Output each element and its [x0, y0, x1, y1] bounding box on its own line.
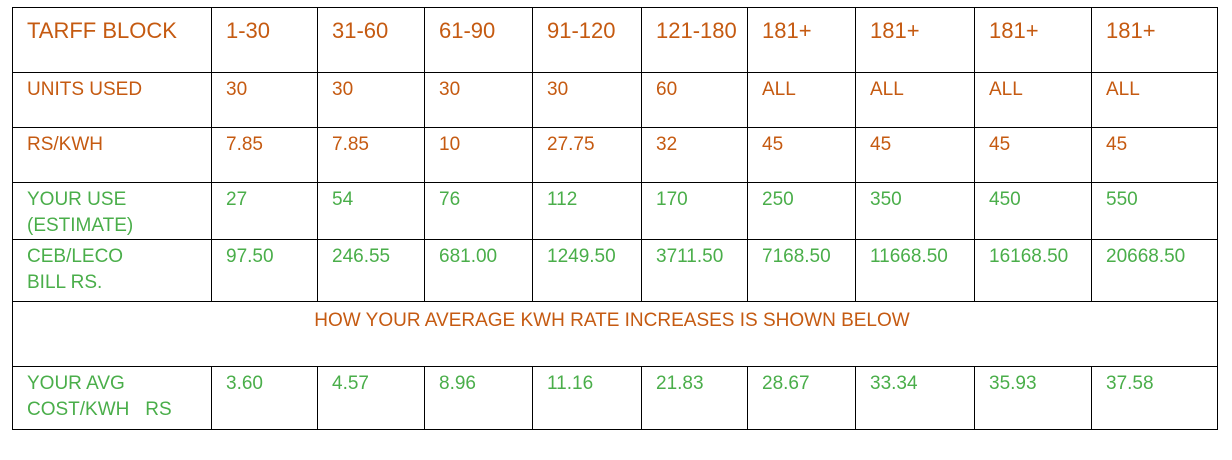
table-cell: ALL	[747, 72, 856, 128]
table-cell: 181+	[1091, 7, 1218, 73]
table-cell: 76	[424, 182, 533, 240]
table-cell: 45	[747, 127, 856, 183]
rs-per-kwh-row: RS/KWH 7.85 7.85 10 27.75 32 45 45 45 45	[12, 127, 1218, 183]
table-cell: 10	[424, 127, 533, 183]
table-cell: 20668.50	[1091, 239, 1218, 302]
table-cell: 32	[641, 127, 748, 183]
table-cell: 7.85	[317, 127, 425, 183]
table-cell: 181+	[974, 7, 1092, 73]
table-cell: ALL	[974, 72, 1092, 128]
units-used-row: UNITS USED 30 30 30 30 60 ALL ALL ALL AL…	[12, 72, 1218, 128]
avg-cost-row: YOUR AVG COST/KWH RS 3.60 4.57 8.96 11.1…	[12, 366, 1218, 430]
table-cell: 1249.50	[532, 239, 642, 302]
table-cell: 45	[1091, 127, 1218, 183]
table-cell: 16168.50	[974, 239, 1092, 302]
table-cell: 181+	[747, 7, 856, 73]
row-label-line: YOUR AVG	[27, 373, 125, 394]
tariff-table: TARFF BLOCK 1-30 31-60 61-90 91-120 121-…	[12, 7, 1218, 430]
table-cell: 30	[317, 72, 425, 128]
table-cell: 250	[747, 182, 856, 240]
table-cell: 11668.50	[855, 239, 975, 302]
table-cell: 30	[532, 72, 642, 128]
table-cell: 681.00	[424, 239, 533, 302]
table-cell: 27.75	[532, 127, 642, 183]
table-cell: 37.58	[1091, 366, 1218, 430]
table-cell: 60	[641, 72, 748, 128]
table-cell: 30	[424, 72, 533, 128]
table-cell: 21.83	[641, 366, 748, 430]
table-cell: 54	[317, 182, 425, 240]
table-cell: 30	[211, 72, 318, 128]
table-cell: ALL	[1091, 72, 1218, 128]
row-label-line: COST/KWH RS	[27, 399, 172, 420]
row-label-line: (ESTIMATE)	[27, 215, 134, 236]
row-label: TARFF BLOCK	[12, 7, 212, 73]
table-cell: 3.60	[211, 366, 318, 430]
table-cell: 550	[1091, 182, 1218, 240]
table-cell: 28.67	[747, 366, 856, 430]
row-label: CEB/LECO BILL RS.	[12, 239, 212, 302]
your-use-row: YOUR USE (ESTIMATE) 27 54 76 112 170 250…	[12, 182, 1218, 240]
row-label: YOUR USE (ESTIMATE)	[12, 182, 212, 240]
bill-row: CEB/LECO BILL RS. 97.50 246.55 681.00 12…	[12, 239, 1218, 302]
table-cell: 45	[974, 127, 1092, 183]
table-cell: 7.85	[211, 127, 318, 183]
table-cell: 45	[855, 127, 975, 183]
table-cell: 246.55	[317, 239, 425, 302]
tariff-block-row: TARFF BLOCK 1-30 31-60 61-90 91-120 121-…	[12, 7, 1218, 73]
table-cell: 1-30	[211, 7, 318, 73]
row-label-line: YOUR USE	[27, 189, 127, 210]
table-cell: 7168.50	[747, 239, 856, 302]
table-cell: 121-180	[641, 7, 748, 73]
table-cell: 170	[641, 182, 748, 240]
table-cell: 8.96	[424, 366, 533, 430]
table-cell: 31-60	[317, 7, 425, 73]
table-cell: 3711.50	[641, 239, 748, 302]
table-cell: 450	[974, 182, 1092, 240]
table-cell: 91-120	[532, 7, 642, 73]
row-label: UNITS USED	[12, 72, 212, 128]
table-cell: 97.50	[211, 239, 318, 302]
table-cell: 4.57	[317, 366, 425, 430]
table-cell: 27	[211, 182, 318, 240]
table-cell: 61-90	[424, 7, 533, 73]
table-cell: ALL	[855, 72, 975, 128]
table-cell: 350	[855, 182, 975, 240]
table-cell: 181+	[855, 7, 975, 73]
row-label: RS/KWH	[12, 127, 212, 183]
banner-text: HOW YOUR AVERAGE KWH RATE INCREASES IS S…	[12, 301, 1218, 367]
table-cell: 11.16	[532, 366, 642, 430]
table-cell: 35.93	[974, 366, 1092, 430]
row-label-line: CEB/LECO	[27, 246, 124, 267]
row-label: YOUR AVG COST/KWH RS	[12, 366, 212, 430]
table-cell: 112	[532, 182, 642, 240]
row-label-line: BILL RS.	[27, 272, 103, 293]
banner-row: HOW YOUR AVERAGE KWH RATE INCREASES IS S…	[12, 301, 1218, 367]
table-cell: 33.34	[855, 366, 975, 430]
